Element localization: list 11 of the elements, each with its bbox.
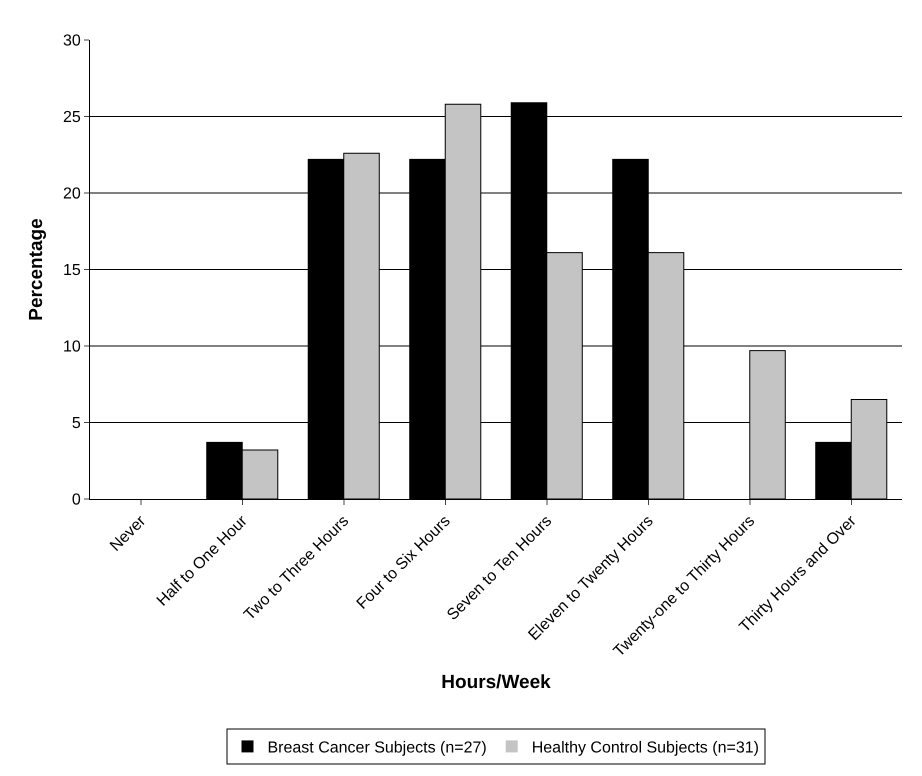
- legend-label: Healthy Control Subjects (n=31): [532, 740, 759, 757]
- y-tick-label: 10: [63, 338, 81, 356]
- y-tick-label: 5: [72, 415, 81, 432]
- y-tick-label: 0: [72, 492, 81, 509]
- y-tick-label: 15: [63, 262, 81, 280]
- y-tick-label: 20: [63, 186, 81, 203]
- y-axis-title: Percentage: [26, 218, 47, 321]
- y-tick-label: 30: [63, 32, 81, 50]
- x-axis-title: Hours/Week: [441, 672, 552, 694]
- y-tick-label: 25: [63, 109, 81, 126]
- legend-label: Breast Cancer Subjects (n=27): [268, 740, 487, 757]
